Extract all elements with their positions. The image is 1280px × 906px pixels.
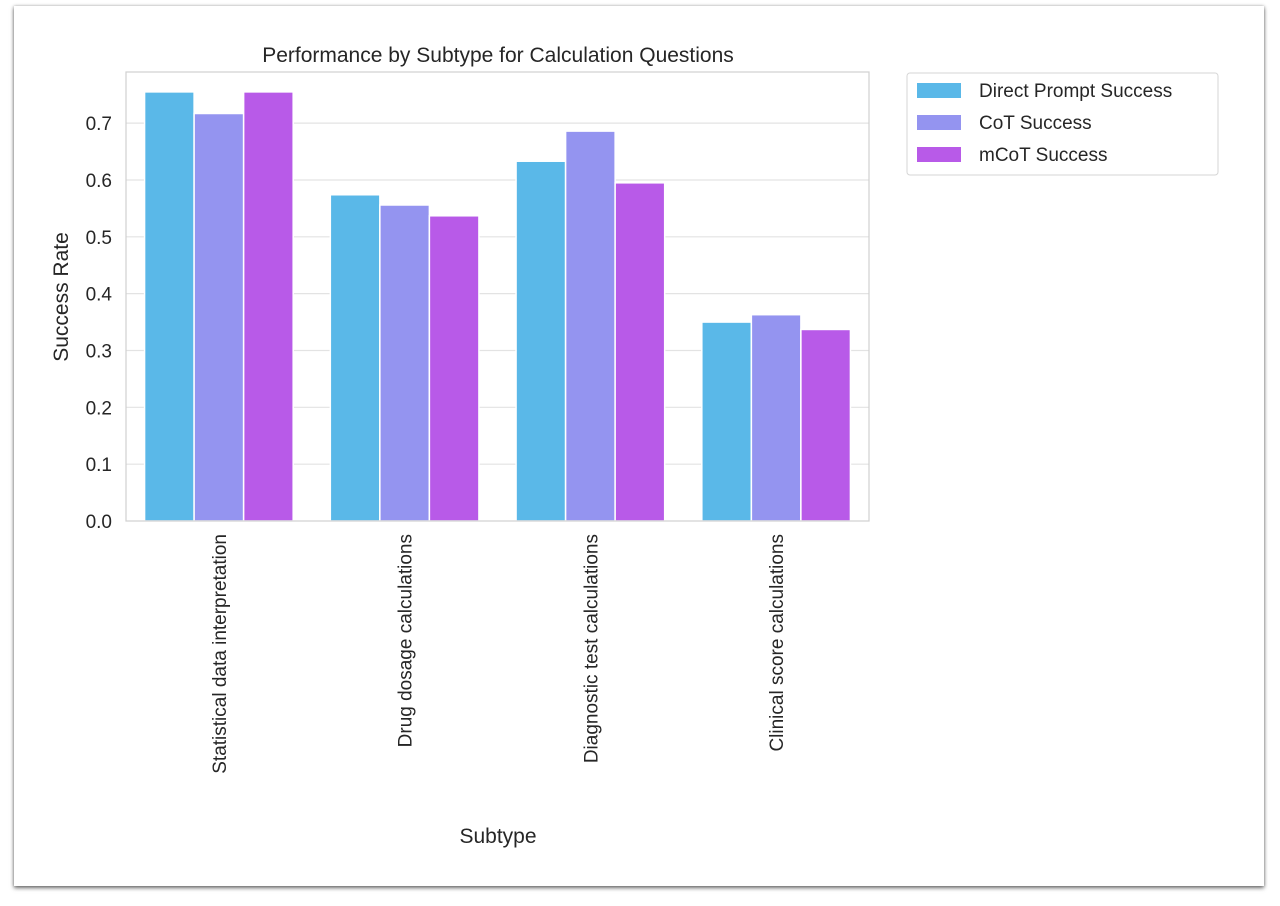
bar bbox=[564, 130, 616, 522]
y-tick-label: 0.6 bbox=[86, 171, 112, 192]
chart-title: Performance by Subtype for Calculation Q… bbox=[262, 44, 734, 67]
x-axis-ticks: Statistical data interpretation Drug dosa… bbox=[210, 534, 788, 774]
legend-swatch bbox=[917, 83, 961, 98]
y-tick-label: 0.2 bbox=[86, 398, 112, 419]
bar bbox=[143, 91, 195, 522]
legend: Direct Prompt Success CoT Success mCoT Suc… bbox=[906, 72, 1219, 176]
legend-swatch bbox=[917, 147, 961, 162]
legend-label: CoT Success bbox=[979, 113, 1092, 134]
plot-frame bbox=[125, 71, 870, 522]
legend-label: mCoT Success bbox=[979, 145, 1107, 166]
y-tick-label: 0.4 bbox=[86, 285, 113, 306]
y-tick-label: 0.3 bbox=[86, 341, 112, 362]
x-tick-label: Diagnostic test calculations bbox=[581, 534, 602, 763]
bar bbox=[428, 215, 480, 522]
bar bbox=[750, 313, 802, 522]
y-tick-label: 0.5 bbox=[86, 228, 112, 249]
x-tick-label: Statistical data interpretation bbox=[210, 534, 231, 774]
bar bbox=[193, 112, 245, 522]
x-tick-label: Clinical score calculations bbox=[767, 534, 788, 752]
bar bbox=[379, 204, 431, 522]
bar bbox=[701, 321, 753, 522]
bar bbox=[242, 91, 294, 522]
bar bbox=[800, 328, 852, 522]
bar bbox=[329, 194, 381, 522]
bar bbox=[614, 182, 666, 522]
y-axis-ticks: 0.0 0.1 0.2 0.3 0.4 0.5 0.6 0.7 bbox=[86, 114, 113, 533]
bar bbox=[515, 160, 567, 522]
y-tick-label: 0.7 bbox=[86, 114, 112, 135]
bars bbox=[143, 91, 852, 522]
y-axis-label: Success Rate bbox=[50, 232, 73, 362]
y-tick-label: 0.0 bbox=[86, 512, 112, 533]
legend-label: Direct Prompt Success bbox=[979, 81, 1172, 102]
legend-swatch bbox=[917, 115, 961, 130]
y-tick-label: 0.1 bbox=[86, 455, 112, 476]
x-tick-label: Drug dosage calculations bbox=[396, 534, 417, 747]
x-axis-label: Subtype bbox=[459, 825, 536, 848]
legend-box bbox=[906, 72, 1219, 176]
